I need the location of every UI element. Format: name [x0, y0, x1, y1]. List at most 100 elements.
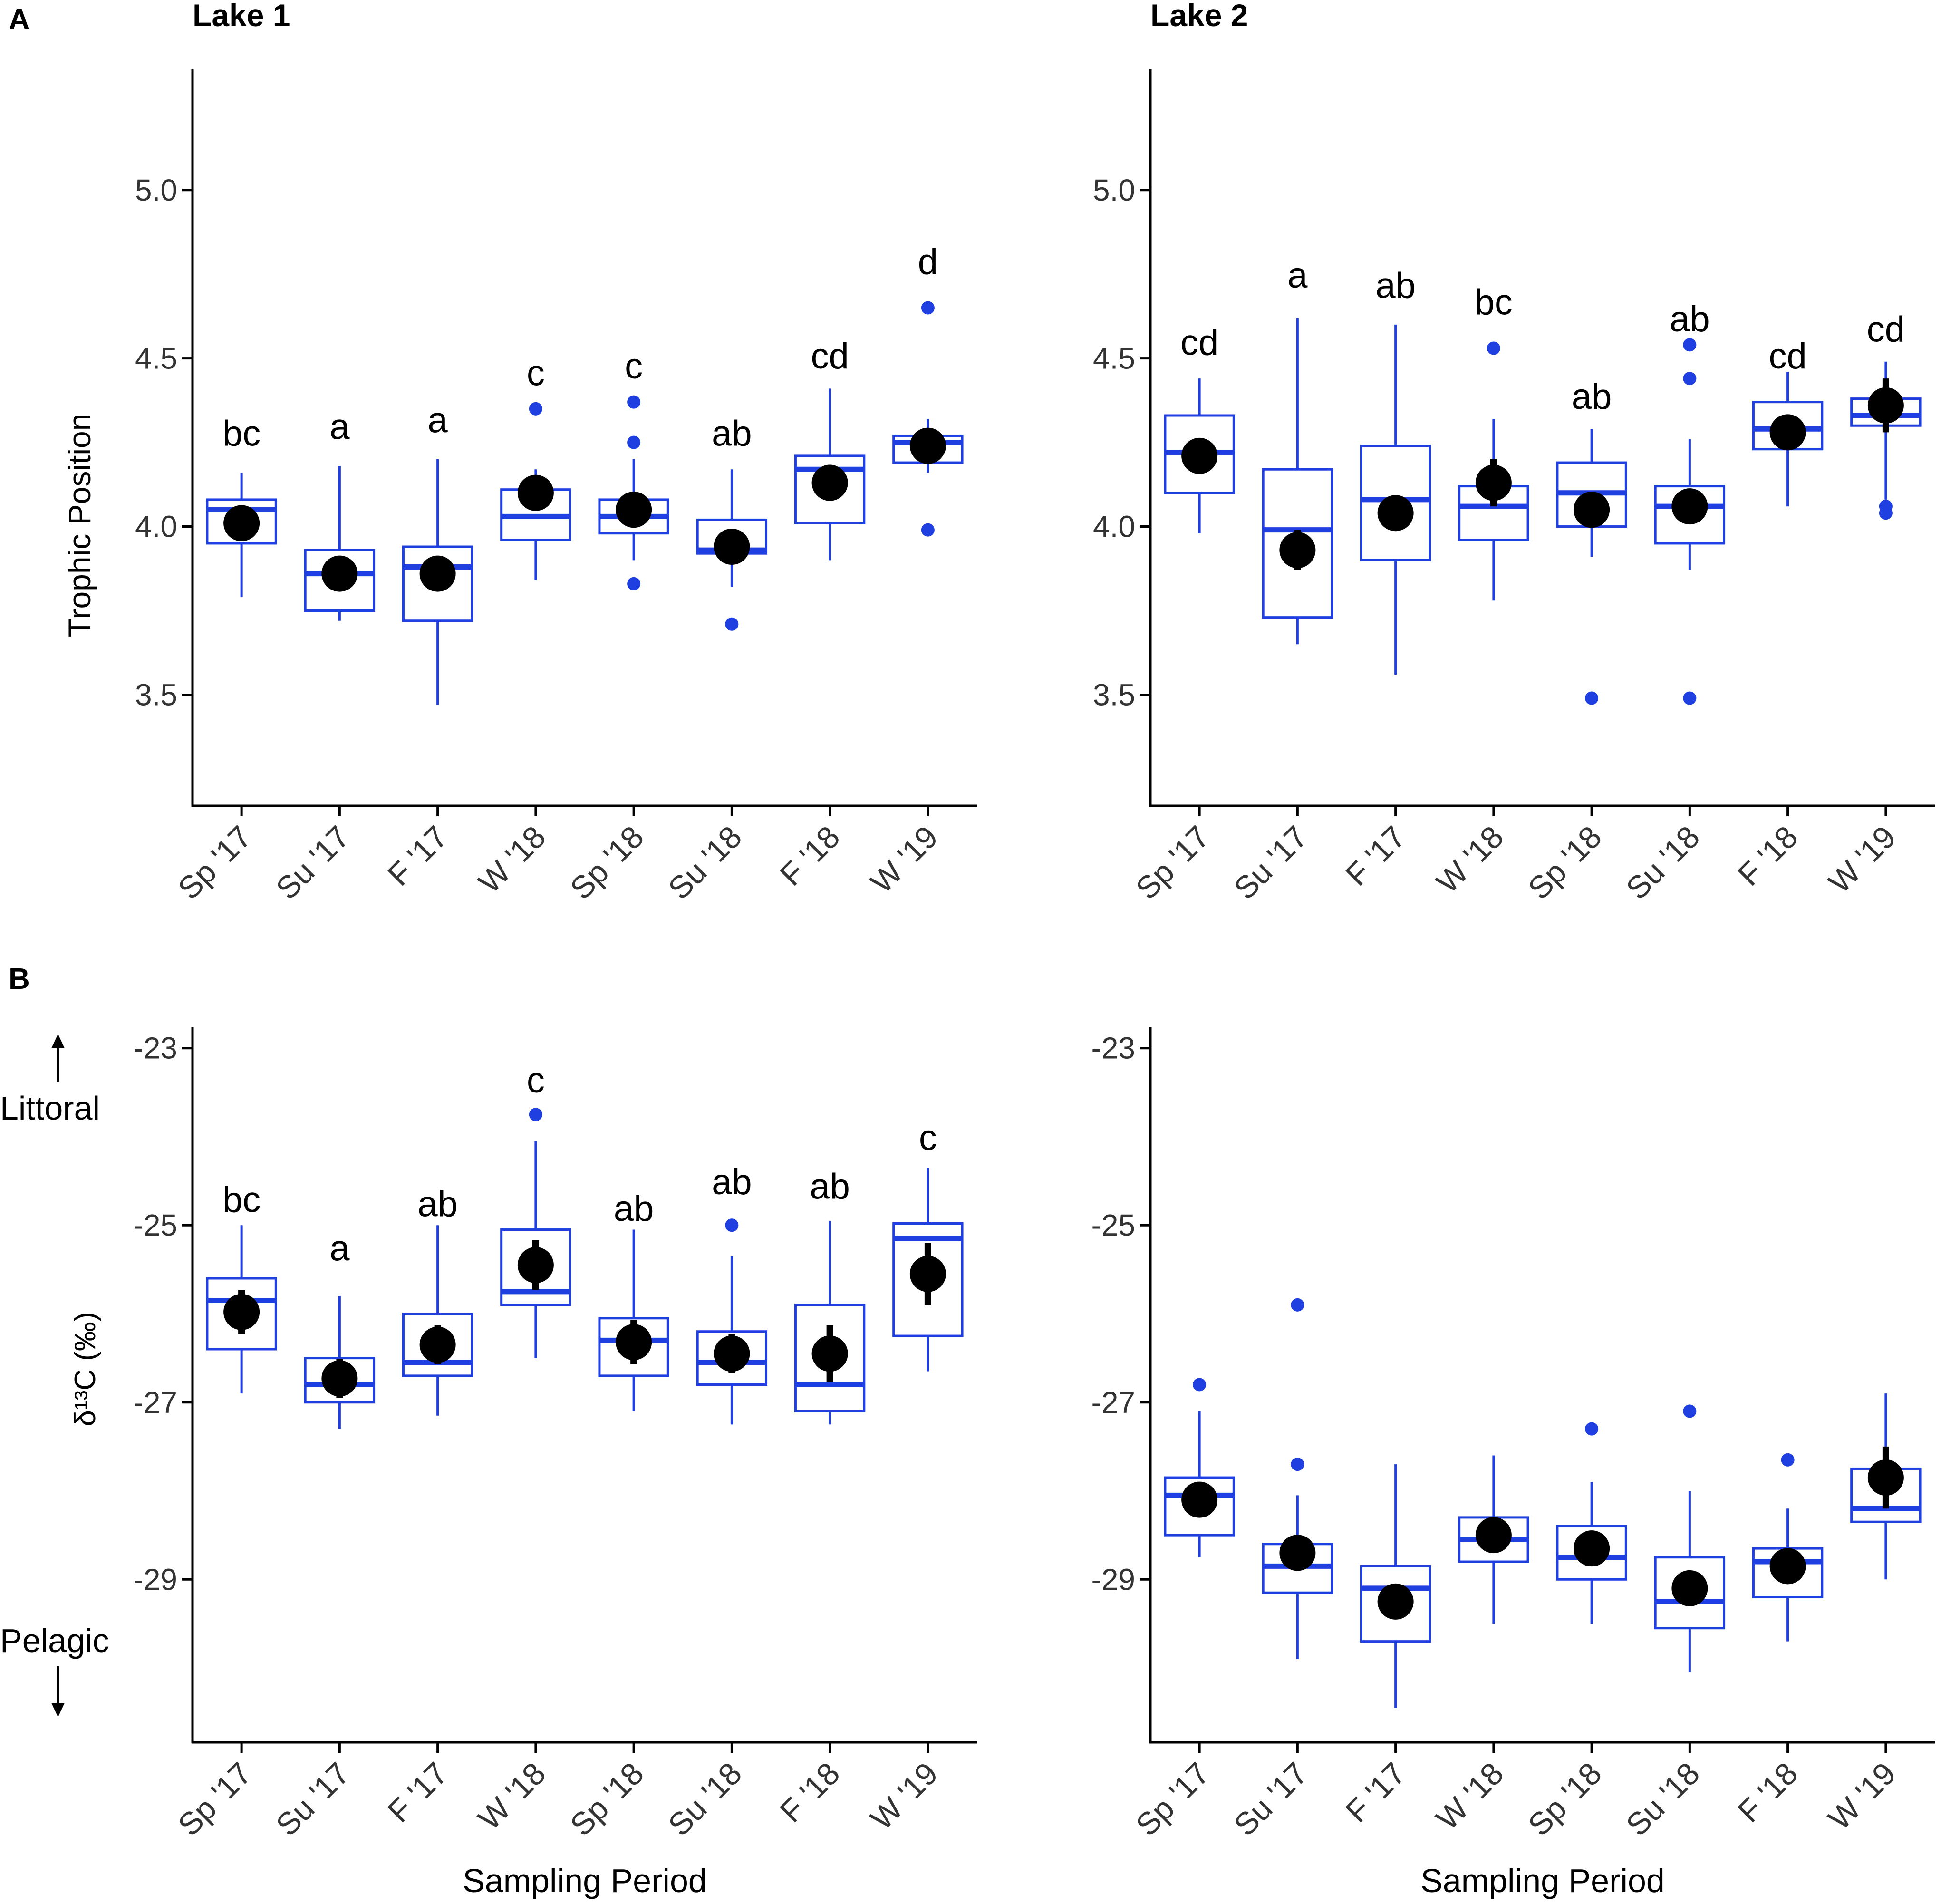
- x-tick-label: Su '17: [269, 1756, 356, 1843]
- trophic-position-ylabel: Trophic Position: [62, 414, 97, 638]
- significance-letter: a: [329, 407, 350, 447]
- mean-point: [517, 474, 554, 511]
- significance-letter: cd: [1768, 336, 1806, 377]
- outlier-point: [725, 617, 739, 631]
- significance-letter: cd: [1867, 309, 1905, 349]
- significance-letter: ab: [417, 1184, 458, 1225]
- mean-point: [811, 464, 848, 501]
- box-iqr: [892, 1222, 964, 1337]
- mean-point: [1867, 387, 1904, 424]
- lake1-xlabel: Sampling Period: [463, 1862, 707, 1899]
- significance-letter: d: [918, 242, 938, 282]
- y-tick-label: -27: [1091, 1385, 1136, 1420]
- outlier-point: [1683, 1404, 1697, 1418]
- y-tick-label: -25: [134, 1208, 178, 1242]
- significance-letter: c: [625, 346, 643, 387]
- x-tick-label: Su '18: [1619, 819, 1706, 906]
- outlier-point: [627, 395, 641, 409]
- d13c-ylabel-text: δ¹³C (‰): [69, 1312, 102, 1426]
- x-tick-label: Su '17: [269, 819, 356, 906]
- significance-letter: c: [527, 1060, 545, 1101]
- mean-point: [223, 505, 260, 541]
- mean-point: [909, 1256, 946, 1292]
- y-tick-label: -29: [1091, 1562, 1136, 1596]
- mean-point: [321, 555, 358, 592]
- y-tick-label: 4.0: [135, 510, 177, 544]
- mean-point: [1181, 1481, 1218, 1518]
- outlier-point: [1585, 1422, 1599, 1436]
- littoral-arrowhead-icon: [51, 1034, 65, 1048]
- littoral-label: Littoral: [0, 1090, 100, 1127]
- mean-point: [1475, 1517, 1512, 1554]
- mean-point: [321, 1360, 358, 1397]
- chart-d13c-lake2: -29 -27 -25 -23 Sp '17 Su '17 F '17 W '18 Sp '18…: [1091, 1027, 1935, 1843]
- y-tick-label: 4.5: [135, 341, 177, 376]
- x-tick-label: Su '18: [661, 1756, 748, 1843]
- mean-point: [1671, 488, 1708, 525]
- mean-point: [1377, 495, 1414, 532]
- mean-point: [1377, 1583, 1414, 1620]
- x-tick-label: W '19: [1822, 819, 1902, 900]
- chart-tp-lake1: 3.5 4.0 4.5 5.0 Sp '17 Su '17 F '17 W '18 Sp '18…: [135, 69, 977, 906]
- y-tick-label: -23: [134, 1031, 178, 1065]
- pelagic-label: Pelagic: [0, 1622, 109, 1659]
- outlier-point: [529, 1108, 542, 1121]
- mean-point: [714, 529, 750, 565]
- panel-b-label: B: [9, 963, 30, 995]
- significance-letter: c: [527, 353, 545, 393]
- x-tick-label: Sp '18: [1521, 1756, 1608, 1843]
- y-tick-label: 4.5: [1093, 341, 1135, 376]
- mean-point: [1867, 1459, 1904, 1496]
- significance-letter: bc: [222, 1179, 261, 1220]
- x-tick-label: Sp '17: [1129, 1756, 1216, 1843]
- mean-point: [419, 555, 456, 592]
- x-tick-label: F '18: [1731, 819, 1805, 893]
- y-tick-label: -25: [1091, 1208, 1136, 1242]
- mean-point: [223, 1294, 260, 1330]
- significance-letter: ab: [1670, 299, 1710, 339]
- mean-point: [811, 1335, 848, 1372]
- lake2-xlabel: Sampling Period: [1420, 1862, 1665, 1899]
- x-tick-label: W '18: [1429, 819, 1510, 900]
- outlier-point: [1683, 691, 1697, 705]
- mean-point: [714, 1335, 750, 1372]
- x-tick-label: Su '18: [1619, 1756, 1706, 1843]
- outlier-point: [1193, 1378, 1207, 1392]
- outlier-point: [1683, 372, 1697, 386]
- mean-point: [1769, 414, 1806, 451]
- outlier-point: [921, 523, 935, 537]
- outlier-point: [1291, 1458, 1304, 1471]
- mean-point: [1181, 437, 1218, 474]
- lake2-title: Lake 2: [1150, 0, 1248, 33]
- x-tick-label: W '18: [472, 1756, 552, 1836]
- outlier-point: [921, 301, 935, 315]
- x-tick-label: Sp '18: [563, 819, 650, 906]
- significance-letter: a: [329, 1228, 350, 1269]
- chart-tp-lake2: 3.5 4.0 4.5 5.0 Sp '17 Su '17 F '17 W '18 Sp '18…: [1093, 69, 1935, 906]
- outlier-point: [529, 402, 542, 416]
- x-tick-label: W '18: [472, 819, 552, 900]
- mean-point: [909, 427, 946, 464]
- panel-a-label: A: [9, 3, 30, 36]
- x-tick-label: F '17: [1339, 1756, 1412, 1829]
- y-tick-label: 5.0: [1093, 173, 1135, 207]
- significance-letter: ab: [810, 1166, 850, 1207]
- outlier-point: [1683, 338, 1697, 352]
- significance-letter: a: [427, 400, 448, 440]
- x-tick-label: W '19: [1822, 1756, 1902, 1836]
- x-tick-label: F '17: [1339, 819, 1412, 893]
- significance-letter: c: [919, 1118, 937, 1158]
- x-tick-label: F '17: [381, 1756, 454, 1829]
- significance-letter: ab: [1572, 377, 1612, 417]
- y-tick-label: -29: [134, 1562, 178, 1596]
- x-tick-label: Sp '18: [563, 1756, 650, 1843]
- significance-letter: ab: [614, 1189, 654, 1229]
- x-tick-label: F '18: [773, 1756, 847, 1829]
- y-tick-label: 3.5: [1093, 677, 1135, 712]
- mean-point: [1279, 532, 1316, 569]
- outlier-point: [627, 435, 641, 449]
- significance-letter: cd: [811, 336, 849, 377]
- mean-point: [1279, 1535, 1316, 1571]
- x-tick-label: Sp '17: [171, 1756, 258, 1843]
